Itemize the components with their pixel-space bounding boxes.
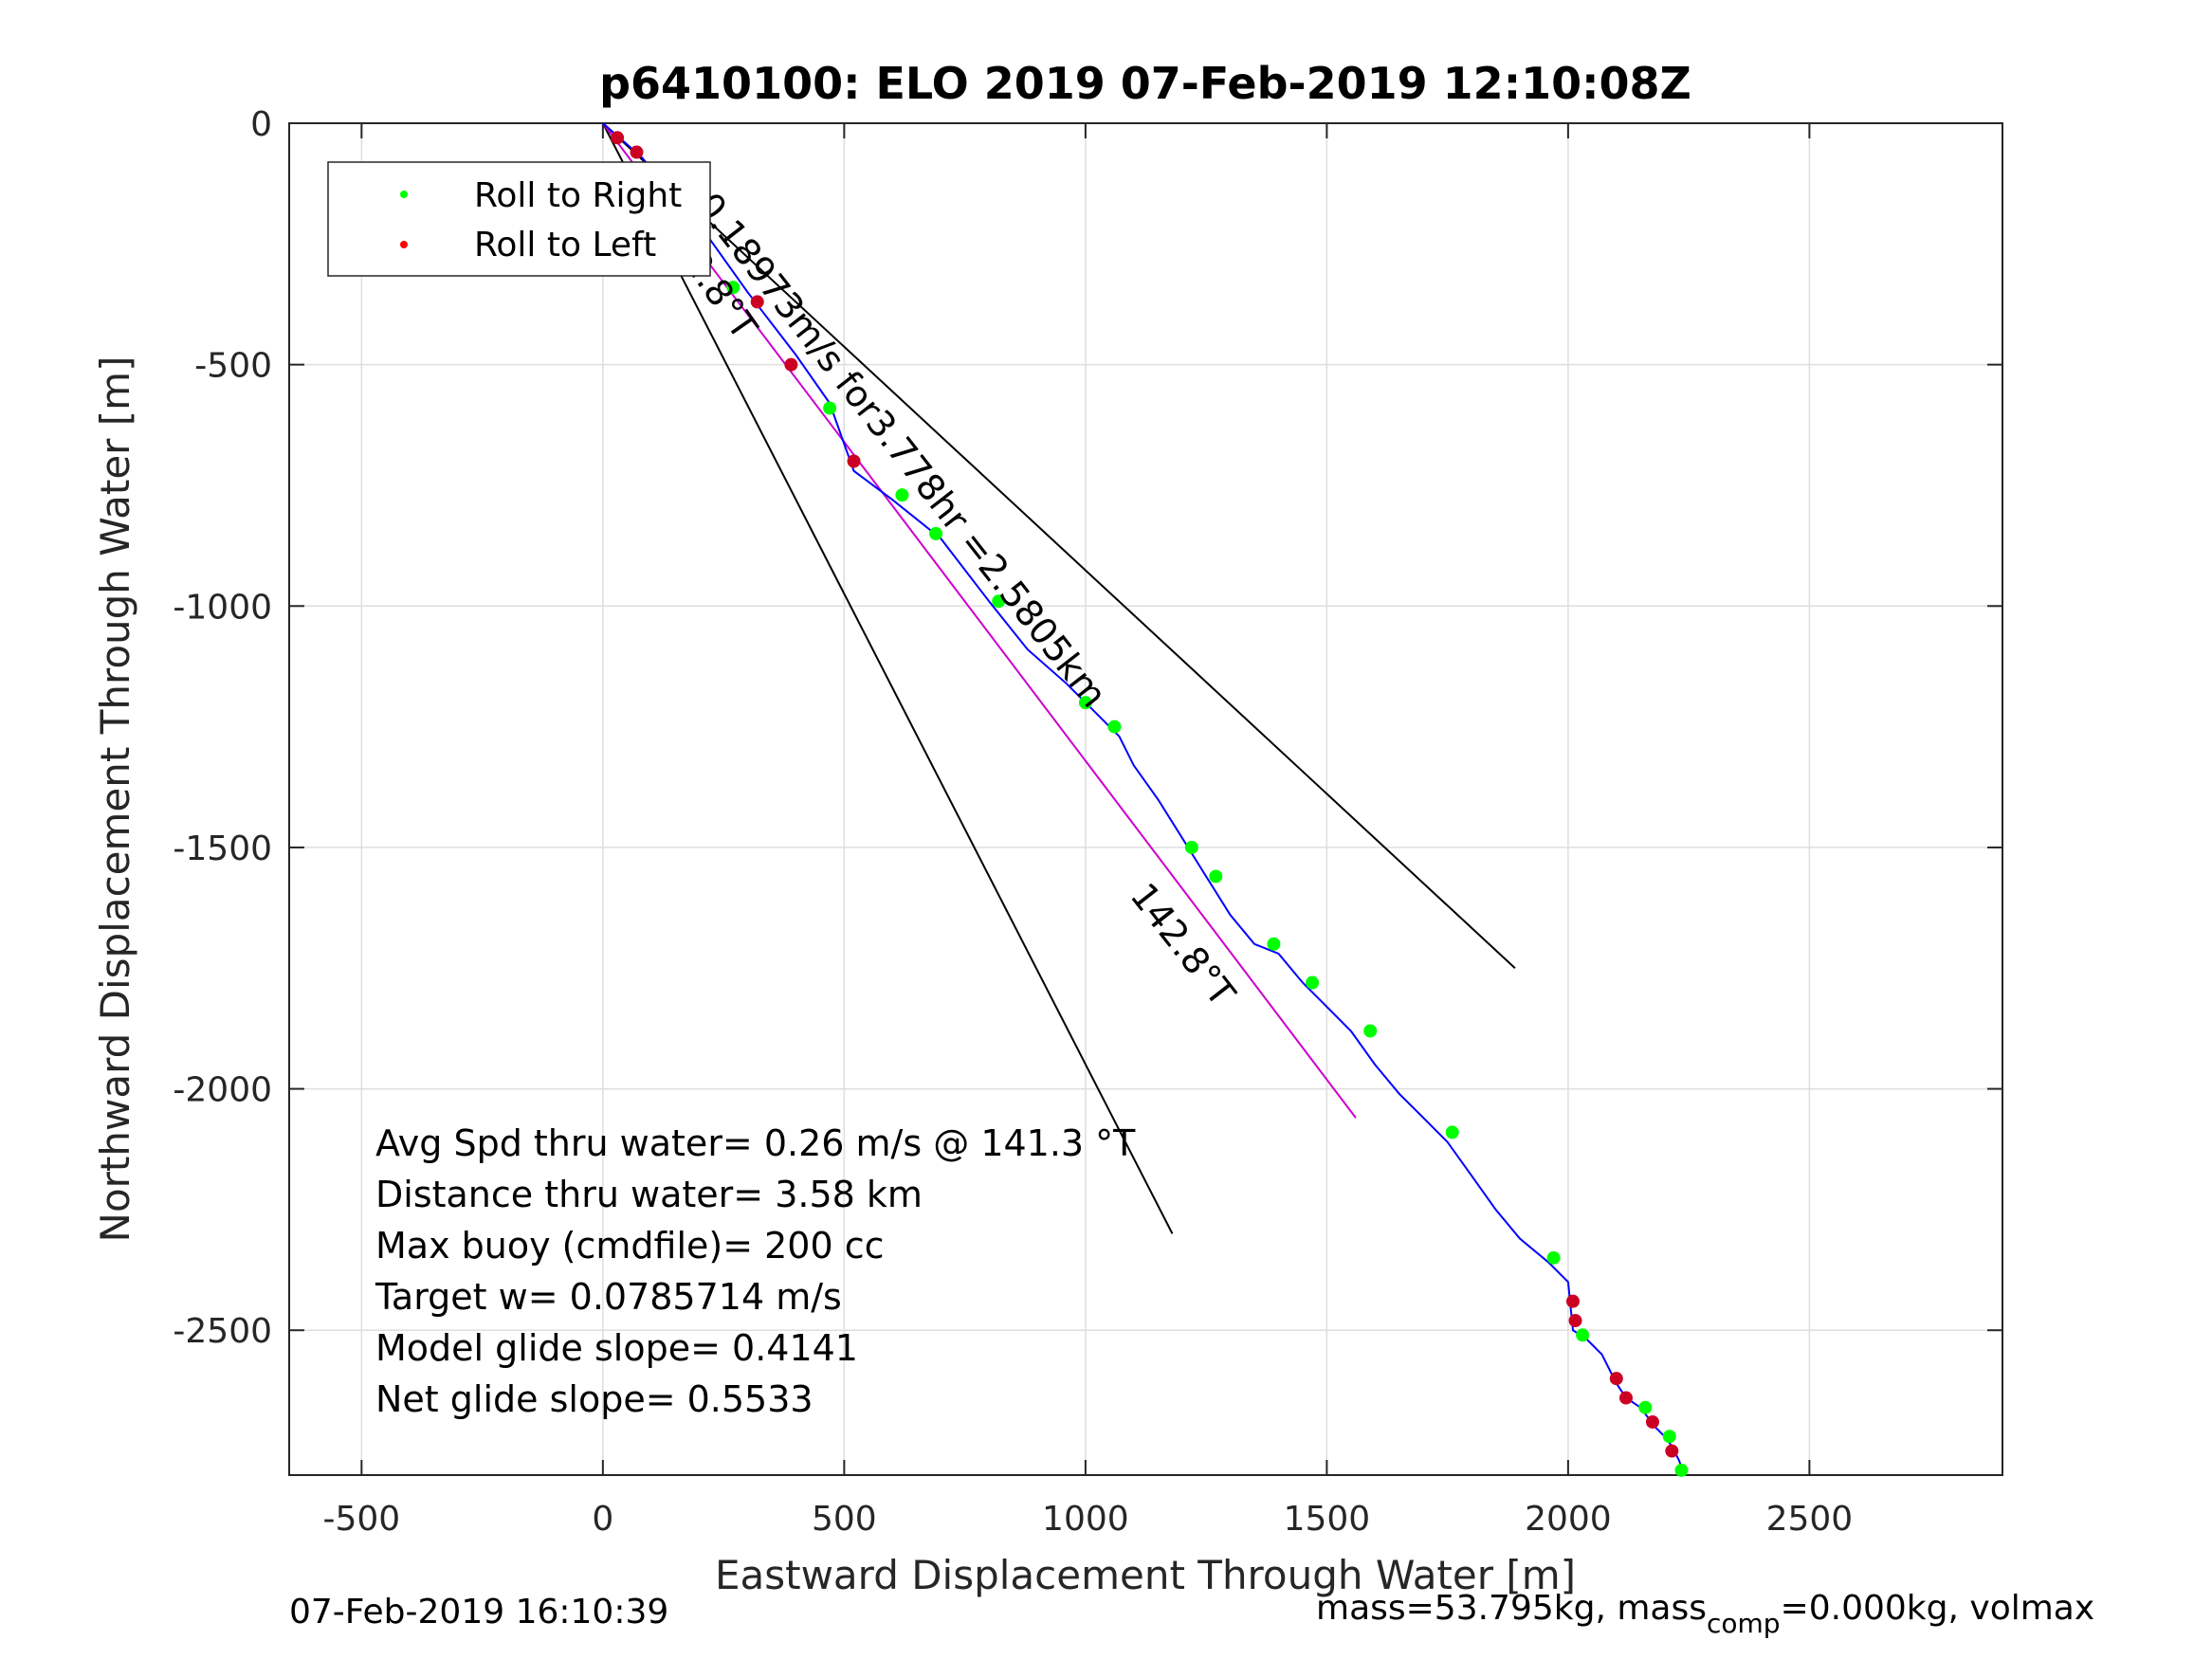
y-tick-label: -1000 (173, 588, 272, 627)
stats-block: Avg Spd thru water= 0.26 m/s @ 141.3 °T … (375, 1122, 1136, 1420)
cone-line (601, 122, 1174, 1234)
x-tick-label: 0 (592, 1500, 613, 1539)
roll-right-point (1576, 1328, 1590, 1342)
plot-frame (288, 122, 2003, 1476)
y-tick-label: -500 (194, 347, 272, 386)
roll-left-point (611, 131, 625, 145)
x-tick-label: -500 (323, 1500, 401, 1539)
roll-right-point (929, 526, 943, 540)
y-tick-label: 0 (250, 105, 272, 144)
legend-label-roll-left: Roll to Left (474, 226, 656, 264)
stat-target-w: Target w= 0.0785714 m/s (375, 1276, 842, 1318)
stat-distance: Distance thru water= 3.58 km (375, 1174, 923, 1215)
legend-marker-roll-right (400, 191, 408, 198)
roll-left-point (1665, 1444, 1679, 1458)
legend-marker-roll-left (400, 241, 408, 248)
roll-right-point (1674, 1463, 1689, 1477)
roll-left-point (1609, 1372, 1623, 1386)
y-axis-label: Northward Displacement Through Water [m] (92, 356, 138, 1243)
roll-right-point (1445, 1125, 1459, 1139)
roll-right-point (1209, 869, 1223, 884)
y-tick-label: -2500 (173, 1312, 272, 1351)
footer-timestamp: 07-Feb-2019 16:10:39 (289, 1593, 668, 1632)
x-tick-label: 2500 (1766, 1500, 1854, 1539)
stat-max-buoy: Max buoy (cmdfile)= 200 cc (375, 1225, 885, 1267)
x-tick-label: 1500 (1284, 1500, 1371, 1539)
roll-left-point (1568, 1314, 1582, 1328)
roll-right-point (823, 401, 837, 415)
roll-right-point (1662, 1430, 1676, 1444)
legend-box (327, 161, 711, 277)
chart-title: p6410100: ELO 2019 07-Feb-2019 12:10:08Z (599, 58, 1691, 109)
roll-right-point (1546, 1250, 1561, 1265)
roll-right-point (1107, 720, 1122, 734)
roll-right-point (895, 488, 909, 502)
roll-right-point (1638, 1400, 1653, 1414)
roll-right-point (1267, 937, 1281, 951)
roll-left-point (784, 357, 798, 372)
roll-right-point (1078, 696, 1092, 710)
markers (611, 131, 1689, 1477)
roll-left-point (847, 454, 861, 468)
y-tick-label: -1500 (173, 830, 272, 868)
roll-left-point (630, 145, 644, 159)
roll-right-point (1306, 975, 1320, 990)
x-tick-label: 2000 (1525, 1500, 1612, 1539)
x-tick-label: 1000 (1042, 1500, 1129, 1539)
y-tick-label: -2000 (173, 1071, 272, 1110)
roll-right-point (992, 594, 1006, 609)
roll-left-point (1618, 1391, 1633, 1405)
footer-mass-info: mass=53.795kg, masscomp=0.000kg, volmax (1316, 1589, 2094, 1639)
x-axis-label: Eastward Displacement Through Water [m] (715, 1552, 1576, 1598)
cone-line (602, 122, 1516, 969)
x-tick-label: 500 (812, 1500, 877, 1539)
roll-right-point (1363, 1024, 1378, 1038)
stat-avg-speed: Avg Spd thru water= 0.26 m/s @ 141.3 °T (375, 1122, 1136, 1164)
ticks: -500 0 500 1000 1500 2000 2500 0 -500 -1000 -1500 -… (173, 105, 2002, 1539)
legend: Roll to Right Roll to Left (327, 161, 711, 277)
roll-left-point (1565, 1294, 1580, 1308)
stat-model-glide-slope: Model glide slope= 0.4141 (375, 1327, 858, 1369)
legend-label-roll-right: Roll to Right (474, 176, 682, 215)
roll-left-point (750, 295, 764, 309)
roll-right-point (1184, 840, 1198, 854)
stat-net-glide-slope: Net glide slope= 0.5533 (375, 1378, 814, 1420)
roll-left-point (1645, 1414, 1659, 1429)
roll-right-point (726, 281, 740, 295)
